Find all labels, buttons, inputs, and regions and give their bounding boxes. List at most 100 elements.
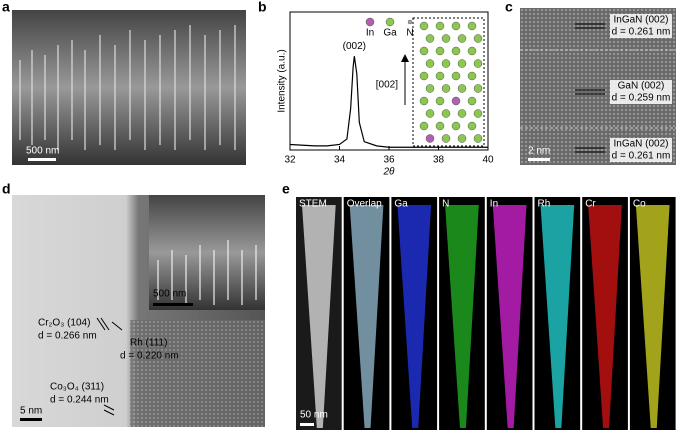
panel-label: a	[2, 0, 10, 15]
atom	[419, 71, 429, 81]
x-tick-label: 34	[334, 155, 346, 166]
atom	[473, 34, 483, 43]
interface-lines	[520, 49, 676, 129]
atom	[435, 46, 445, 56]
direction-label: [002]	[376, 80, 398, 91]
nanowire-map	[635, 205, 670, 428]
atom	[425, 34, 435, 43]
inset-image	[149, 195, 265, 310]
legend-label: In	[366, 28, 374, 39]
atom	[441, 134, 451, 143]
atom	[467, 71, 477, 81]
map-label: STEM	[299, 199, 327, 210]
atom	[473, 59, 483, 68]
scale-bar	[28, 158, 56, 161]
scale-bar	[528, 158, 550, 161]
nanowire-map	[492, 205, 527, 428]
atom	[467, 121, 477, 131]
lattice	[130, 320, 265, 427]
plane-label: InGaN (002)	[613, 15, 668, 26]
arrowhead	[401, 54, 409, 62]
spacing-label: d = 0.259 nm	[612, 93, 671, 104]
panel-label: b	[258, 0, 267, 15]
x-tick-label: 38	[433, 155, 445, 166]
atom	[441, 34, 451, 43]
atom	[419, 96, 429, 106]
data-line	[289, 56, 488, 148]
panel-label: c	[505, 0, 513, 15]
map-label: Co	[633, 199, 646, 210]
atom	[425, 84, 435, 93]
legend-label: N	[406, 28, 413, 39]
scale-label: 2 nm	[528, 146, 550, 157]
nanowire-map	[302, 205, 336, 428]
atom	[419, 21, 429, 31]
atom	[441, 109, 451, 118]
atom	[435, 71, 445, 81]
scale-bar	[300, 423, 314, 426]
legend-marker	[385, 17, 395, 27]
map-label: In	[490, 199, 498, 210]
plane-label: Co₃O₄ (311)	[50, 382, 104, 393]
atom	[451, 46, 461, 56]
spacing-label: d = 0.266 nm	[38, 331, 97, 342]
atom	[419, 121, 429, 131]
spacing-label: d = 0.244 nm	[50, 395, 109, 406]
atom	[467, 46, 477, 56]
map-label: Rh	[538, 199, 551, 210]
markers	[96, 317, 123, 416]
scale-label: 5 nm	[20, 406, 42, 417]
spacing-label: d = 0.261 nm	[612, 27, 671, 38]
x-axis-label: 2θ	[383, 167, 396, 178]
scale-label: 500 nm	[26, 146, 59, 157]
legend-marker	[365, 17, 375, 27]
nanowires	[19, 25, 236, 150]
peak-label: (002)	[343, 41, 366, 52]
nanowire-map	[588, 205, 622, 428]
atom	[457, 34, 467, 43]
atom	[441, 84, 451, 93]
atom	[457, 134, 467, 143]
label-box	[610, 80, 672, 104]
atom	[451, 21, 461, 31]
scale-bar	[153, 303, 193, 306]
plane-label: GaN (002)	[618, 81, 665, 92]
map-label: Overlap	[347, 199, 382, 210]
legend-marker	[407, 19, 413, 25]
plane-label: Rh (111)	[130, 338, 167, 349]
spacing-label: d = 0.220 nm	[120, 351, 179, 362]
atom	[473, 84, 483, 93]
atom	[467, 96, 477, 106]
atom	[441, 59, 451, 68]
atom	[457, 84, 467, 93]
x-tick-label: 40	[482, 155, 494, 166]
map-label: Cr	[585, 199, 596, 210]
chart: 32 34 36 38 40 2θ Intensity (a.u.) (002)In Ga N [0…	[277, 11, 494, 178]
nanowire-map	[540, 205, 575, 428]
y-axis-label: Intensity (a.u.)	[277, 49, 288, 112]
nanowire-map	[445, 205, 479, 428]
scale-bar	[20, 418, 42, 421]
scale-label: 50 nm	[300, 410, 328, 421]
atom	[457, 59, 467, 68]
label-box	[610, 14, 672, 38]
plane-label: InGaN (002)	[613, 139, 668, 150]
spacing-label: d = 0.261 nm	[612, 151, 671, 162]
atom	[435, 96, 445, 106]
atom	[467, 21, 477, 31]
atom	[457, 109, 467, 118]
x-tick-label: 32	[284, 155, 296, 166]
x-tick-label: 36	[383, 155, 395, 166]
nanowires	[157, 240, 257, 305]
atom	[451, 96, 461, 106]
map-label: Ga	[394, 199, 408, 210]
panel-label: e	[282, 181, 290, 197]
legend-label: Ga	[383, 28, 397, 39]
map-label: N	[442, 199, 449, 210]
atom	[451, 121, 461, 131]
atom	[473, 134, 483, 143]
atom	[451, 71, 461, 81]
atom	[419, 46, 429, 56]
nanowire-map	[349, 205, 384, 428]
atom	[473, 109, 483, 118]
